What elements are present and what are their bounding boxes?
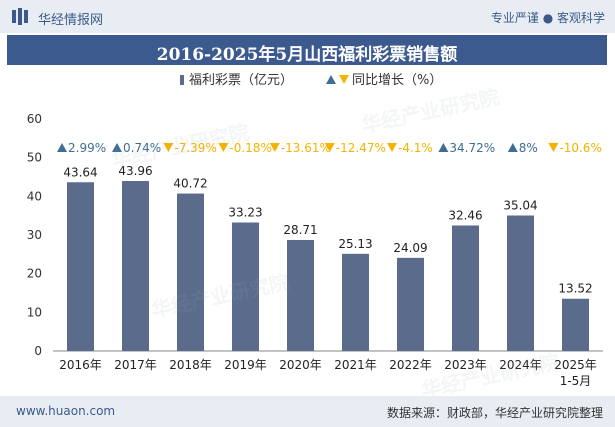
growth-label: 34.72% <box>449 141 495 155</box>
bar-value-label: 32.46 <box>448 208 482 222</box>
growth-label: -4.1% <box>398 141 433 155</box>
bar <box>177 193 204 351</box>
huajing-logo-icon <box>12 8 28 25</box>
bar <box>562 298 589 351</box>
x-tick-label: 2017年 <box>114 358 157 372</box>
legend-swatch-bar <box>180 75 184 85</box>
x-tick-label: 2025年 <box>554 358 597 372</box>
bar-value-label: 43.96 <box>118 164 152 178</box>
growth-down-triangle-icon <box>387 143 397 152</box>
x-tick-label: 2016年 <box>59 358 102 372</box>
logo-text: 华经情报网 <box>38 13 104 28</box>
growth-up-triangle-icon <box>507 143 518 152</box>
x-tick-label: 2023年 <box>444 358 487 372</box>
growth-up-triangle-icon <box>112 143 122 152</box>
bar <box>342 253 369 351</box>
footer: www.huaon.com 数据来源：财政部，华经产业研究院整理 <box>0 396 615 427</box>
y-tick-label: 50 <box>27 151 42 165</box>
legend-label-bar: 福利彩票（亿元） <box>189 73 293 88</box>
data-source: 数据来源：财政部，华经产业研究院整理 <box>386 406 603 420</box>
growth-up-triangle-icon <box>438 143 449 152</box>
bar-value-label: 35.04 <box>503 199 537 213</box>
bar-value-label: 13.52 <box>558 282 592 296</box>
x-tick-label: 2021年 <box>334 358 377 372</box>
x-tick-label: 1-5月 <box>560 374 592 388</box>
growth-down-triangle-icon <box>269 143 280 152</box>
y-tick-label: 10 <box>27 305 42 319</box>
bar <box>452 225 479 351</box>
legend-label-growth: 同比增长（%） <box>352 73 442 88</box>
bar <box>122 181 149 351</box>
growth-down-triangle-icon <box>324 143 335 152</box>
growth-down-triangle-icon <box>218 143 229 152</box>
title-bar: 2016-2025年5月山西福利彩票销售额 <box>7 35 607 65</box>
growth-label: 8% <box>519 141 538 155</box>
slogan-part-1: 专业严谨 <box>490 11 539 25</box>
bar-value-label: 25.13 <box>338 237 372 251</box>
bar-value-label: 43.64 <box>63 165 97 179</box>
growth-down-triangle-icon <box>163 143 174 152</box>
growth-label: -10.6% <box>559 141 601 155</box>
legend-down-triangle-icon <box>339 75 349 84</box>
top-bar: 华经情报网 专业严谨 ● 客观科学 <box>0 0 615 33</box>
bar-value-label: 24.09 <box>393 241 427 255</box>
bar <box>67 182 94 351</box>
y-tick-label: 60 <box>27 112 42 126</box>
growth-label: -0.18% <box>229 141 271 155</box>
bar-value-label: 40.72 <box>173 177 207 191</box>
slogan-part-2: 客观科学 <box>556 11 605 25</box>
chart-area: 福利彩票（亿元） 同比增长（%） 0 10 20 30 40 50 60 43.64 2016年 2.… <box>0 66 615 396</box>
growth-label: -7.39% <box>174 141 216 155</box>
bar <box>397 257 424 351</box>
bar-chart: 福利彩票（亿元） 同比增长（%） 0 10 20 30 40 50 60 43.64 2016年 2.… <box>27 73 603 388</box>
bar-value-label: 28.71 <box>283 223 317 237</box>
chart-title: 2016-2025年5月山西福利彩票销售额 <box>156 45 458 65</box>
y-tick-label: 20 <box>27 267 42 281</box>
growth-up-triangle-icon <box>57 143 67 152</box>
bar-value-label: 33.23 <box>228 206 262 220</box>
slogan: 专业严谨 ● 客观科学 <box>491 9 605 26</box>
y-tick-label: 30 <box>27 228 42 242</box>
website-link[interactable]: www.huaon.com <box>16 404 116 418</box>
bar <box>232 222 259 351</box>
growth-label: -13.61% <box>281 141 331 155</box>
growth-down-triangle-icon <box>548 143 559 152</box>
x-tick-label: 2020年 <box>279 358 322 372</box>
x-tick-label: 2019年 <box>224 358 267 372</box>
growth-label: 0.74% <box>123 141 161 155</box>
growth-label: -12.47% <box>336 141 386 155</box>
x-tick-label: 2018年 <box>169 358 212 372</box>
x-tick-label: 2022年 <box>389 358 432 372</box>
bar <box>507 215 534 351</box>
growth-label: 2.99% <box>68 141 106 155</box>
y-tick-label: 0 <box>34 344 42 358</box>
legend-up-triangle-icon <box>326 75 336 84</box>
slogan-dot-icon: ● <box>542 11 557 25</box>
bar <box>287 239 314 351</box>
x-tick-label: 2024年 <box>499 358 542 372</box>
y-tick-label: 40 <box>27 189 42 203</box>
